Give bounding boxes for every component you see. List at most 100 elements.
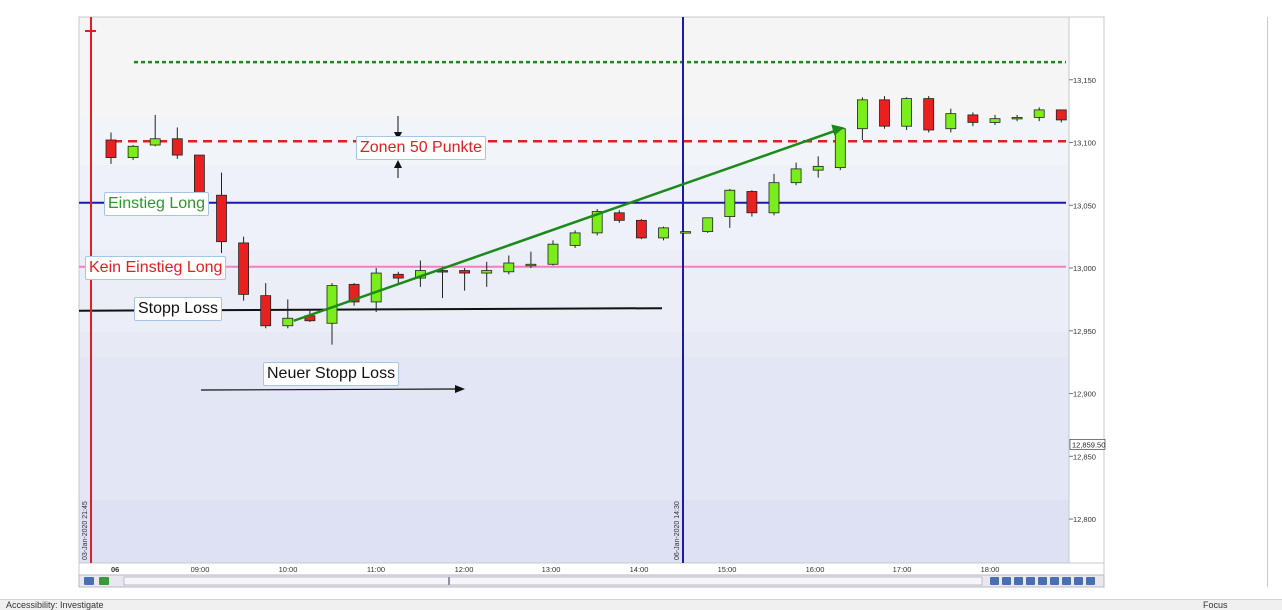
y-tick-label: 12,800 bbox=[1073, 515, 1096, 524]
x-tick-label: 10:00 bbox=[279, 565, 298, 574]
annotation-kein-einstieg-long: Kein Einstieg Long bbox=[85, 256, 227, 280]
window-divider bbox=[1267, 17, 1268, 587]
candle-body bbox=[923, 98, 935, 131]
vline-date-label: 03-Jan-2020 21:45 bbox=[82, 501, 89, 560]
candle-body bbox=[105, 139, 117, 158]
candle-body bbox=[481, 270, 493, 274]
x-tick-label: 15:00 bbox=[718, 565, 737, 574]
y-tick-label: 13,050 bbox=[1073, 201, 1096, 210]
x-tick-label: 18:00 bbox=[981, 565, 1000, 574]
x-tick-label: 11:00 bbox=[367, 565, 385, 574]
zone-arrow-up-head bbox=[394, 160, 402, 168]
price-marker-box bbox=[1069, 438, 1106, 450]
y-axis-panel bbox=[1068, 16, 1105, 564]
annotation-zonen: Zonen 50 Punkte bbox=[356, 136, 486, 160]
x-axis-strip bbox=[78, 562, 1105, 576]
candle-body bbox=[569, 232, 581, 246]
annotation-einstieg-long: Einstieg Long bbox=[104, 192, 209, 216]
plot-band bbox=[79, 332, 1069, 357]
candle-body bbox=[790, 168, 802, 184]
candle-body bbox=[702, 217, 714, 233]
y-tick-label: 13,100 bbox=[1073, 139, 1096, 148]
chart-scrollbar bbox=[123, 576, 983, 586]
plot-band bbox=[79, 500, 1069, 563]
candle-body bbox=[238, 242, 250, 295]
candle-body bbox=[127, 145, 139, 158]
candle-body bbox=[658, 227, 669, 239]
candle-body bbox=[812, 165, 824, 171]
candle-body bbox=[613, 212, 625, 221]
toolbar-icon bbox=[1026, 577, 1035, 585]
toolbar-icon bbox=[990, 577, 999, 585]
price-marker: 12,859.50 bbox=[1072, 440, 1105, 449]
trend-arrow-head bbox=[831, 124, 845, 136]
annotation-neuer-text: Neuer Stopp Loss bbox=[267, 365, 396, 382]
candle-body bbox=[171, 138, 183, 156]
candle-body bbox=[503, 262, 515, 273]
candle-body bbox=[857, 99, 868, 130]
neuer-stopp-arrow-head bbox=[455, 385, 465, 393]
candle-body bbox=[392, 273, 404, 279]
x-tick-label: 09:00 bbox=[191, 565, 210, 574]
candle-body bbox=[260, 295, 272, 327]
candle-body bbox=[348, 283, 360, 303]
candle-body bbox=[680, 231, 691, 234]
toolbar-icon bbox=[1086, 577, 1095, 585]
candle-body bbox=[636, 219, 647, 239]
plot-band bbox=[79, 117, 1069, 165]
candle-body bbox=[879, 99, 890, 127]
toolbar-icon bbox=[1002, 577, 1011, 585]
candle-body bbox=[547, 243, 559, 265]
x-tick-label: 12:00 bbox=[455, 565, 474, 574]
candle-body bbox=[216, 194, 227, 243]
candle-body bbox=[370, 272, 382, 303]
neuer-stopp-arrow-line bbox=[200, 388, 457, 391]
annotation-kein-text: Kein Einstieg Long bbox=[89, 259, 223, 276]
annotation-stopp-text: Stopp Loss bbox=[138, 300, 219, 317]
candle-body bbox=[834, 128, 846, 169]
annotation-zonen-text: Zonen 50 Punkte bbox=[360, 139, 482, 156]
scroll-thumb bbox=[448, 577, 450, 585]
plot-band bbox=[79, 17, 1069, 117]
candle-body bbox=[1055, 109, 1067, 121]
x-tick-label: 14:00 bbox=[630, 565, 649, 574]
plot-band bbox=[79, 357, 1069, 500]
status-bar: Accessibility: Investigate Focus bbox=[0, 599, 1282, 610]
toolbar-icon bbox=[84, 577, 94, 585]
annotation-einstieg-text: Einstieg Long bbox=[108, 195, 205, 212]
x-tick-label: 06 bbox=[111, 565, 119, 574]
candle-body bbox=[193, 154, 205, 196]
candle-body bbox=[525, 263, 537, 267]
candle-body bbox=[724, 189, 736, 217]
annotation-stopp-loss: Stopp Loss bbox=[134, 297, 223, 321]
y-tick-label: 12,850 bbox=[1073, 452, 1096, 461]
annotation-neuer-stopp-loss: Neuer Stopp Loss bbox=[263, 362, 400, 386]
candle-body bbox=[282, 317, 294, 327]
candle-body bbox=[901, 98, 912, 127]
toolbar-icon bbox=[1062, 577, 1071, 585]
x-tick-label: 17:00 bbox=[893, 565, 912, 574]
y-tick-label: 12,900 bbox=[1073, 390, 1096, 399]
candle-body bbox=[768, 182, 780, 214]
candle-body bbox=[326, 285, 338, 324]
candle-body bbox=[149, 138, 161, 146]
candle-body bbox=[967, 114, 979, 123]
candle-body bbox=[591, 211, 603, 234]
candle-body bbox=[989, 118, 1001, 123]
accessibility-status[interactable]: Accessibility: Investigate bbox=[6, 600, 104, 610]
y-tick-label: 13,150 bbox=[1073, 76, 1096, 85]
toolbar-icon bbox=[1038, 577, 1047, 585]
focus-button[interactable]: Focus bbox=[1203, 600, 1228, 610]
candle-body bbox=[1033, 109, 1045, 118]
toolbar-icon bbox=[1014, 577, 1023, 585]
toolbar-icon bbox=[1050, 577, 1059, 585]
candle-body bbox=[1011, 117, 1023, 120]
y-tick-label: 12,950 bbox=[1073, 327, 1096, 336]
toolbar-icon bbox=[99, 577, 109, 585]
trend-arrow-line bbox=[293, 129, 837, 322]
plot-band bbox=[79, 250, 1069, 332]
vline-date-label: 06-Jan-2020 14:30 bbox=[674, 501, 681, 560]
candle-body bbox=[459, 270, 471, 274]
toolbar-icon bbox=[1074, 577, 1083, 585]
